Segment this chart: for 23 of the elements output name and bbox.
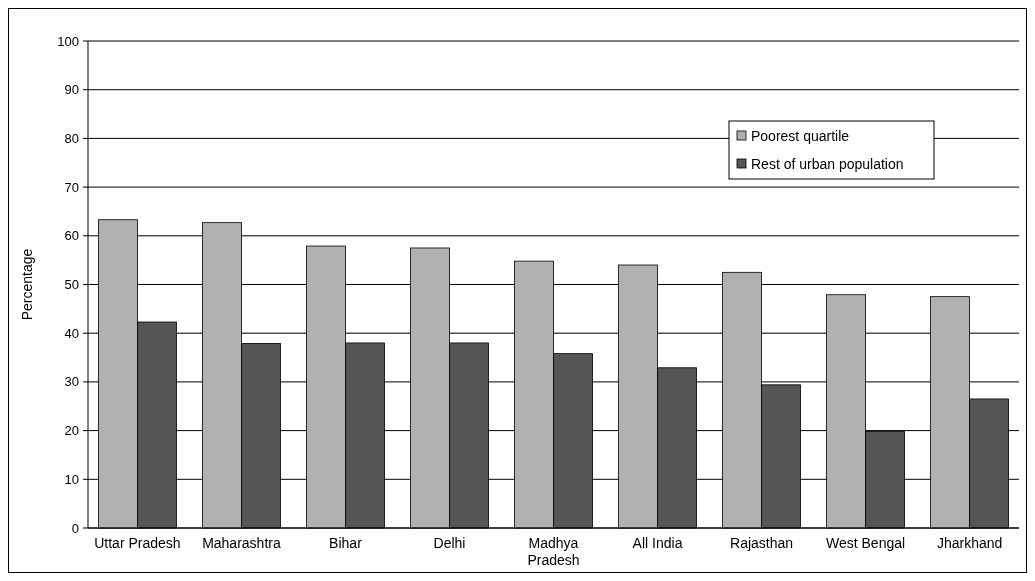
y-tick-label: 50 [64,277,79,293]
y-tick-label: 100 [57,33,79,49]
y-tick-label: 80 [64,130,79,146]
x-tick-label: All India [632,535,683,551]
y-tick-label: 70 [64,179,79,195]
y-tick-label: 90 [64,82,79,98]
y-tick-label: 0 [71,520,79,536]
x-tick-label: Maharashtra [202,535,281,551]
legend-label: Poorest quartile [751,127,850,144]
x-tick-label: Bihar [329,535,363,551]
x-tick-label: Madhya Pradesh [527,535,580,568]
x-tick-label: Rajasthan [730,535,794,551]
x-tick-label: Uttar Pradesh [94,535,181,551]
y-axis-title: Percentage [19,248,35,321]
y-tick-label: 60 [64,228,79,244]
legend-label: Rest of urban population [751,155,904,172]
y-tick-label: 10 [64,471,79,487]
x-tick-label: Delhi [433,535,466,551]
x-tick-label: West Bengal [826,535,906,551]
y-tick-label: 30 [64,374,79,390]
y-tick-label: 40 [64,325,79,341]
x-tick-label: Jharkhand [936,535,1003,551]
y-tick-label: 20 [64,423,79,439]
